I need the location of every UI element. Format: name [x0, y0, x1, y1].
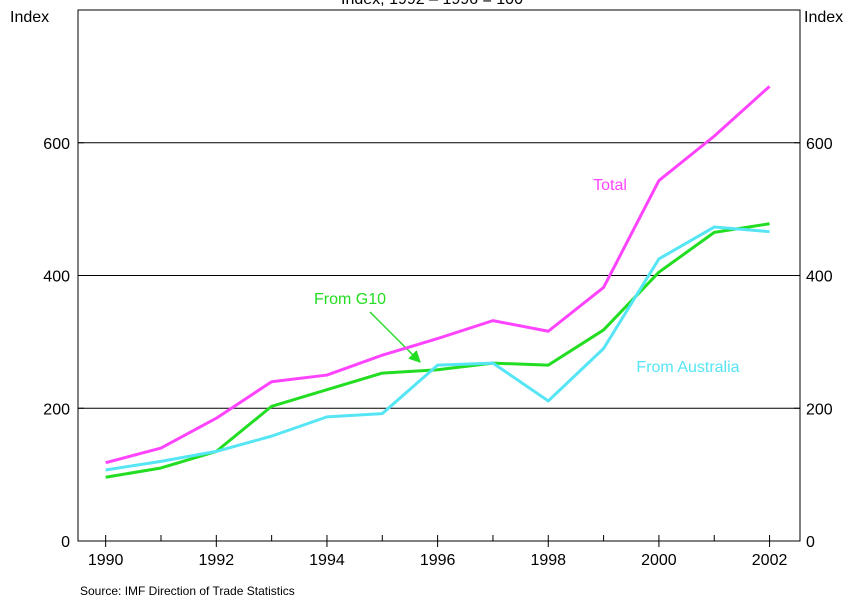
plot-frame — [77, 9, 801, 542]
x-tick-label: 1990 — [88, 552, 124, 569]
series-line — [105, 222, 770, 479]
series-line — [105, 225, 770, 472]
y2-axis-label: Index — [804, 9, 843, 26]
x-tick-label: 1992 — [199, 552, 235, 569]
x-tick-label: 1996 — [420, 552, 456, 569]
y2-tick-label: 0 — [806, 534, 815, 551]
x-tick-label: 2002 — [752, 552, 788, 569]
series-label: From G10 — [314, 291, 386, 308]
y2-tick-label: 400 — [806, 269, 833, 286]
y-tick-label: 200 — [43, 401, 70, 418]
x-tick-label: 1994 — [309, 552, 345, 569]
x-tick-label: 1998 — [530, 552, 566, 569]
series-label: From Australia — [636, 359, 739, 376]
y2-tick-label: 600 — [806, 136, 833, 153]
series-line — [105, 85, 771, 465]
x-tick-label: 2000 — [641, 552, 677, 569]
annotation-arrow — [369, 311, 421, 363]
series-label: Total — [593, 177, 627, 194]
y-tick-label: 0 — [61, 534, 70, 551]
y-tick-label: 600 — [43, 136, 70, 153]
subtitle: Index, 1992 – 1996 = 100 — [341, 0, 523, 8]
source: Source: IMF Direction of Trade Statistic… — [80, 584, 295, 598]
y-axis-label: Index — [10, 9, 49, 26]
y2-tick-label: 200 — [806, 401, 833, 418]
y-tick-label: 400 — [43, 269, 70, 286]
